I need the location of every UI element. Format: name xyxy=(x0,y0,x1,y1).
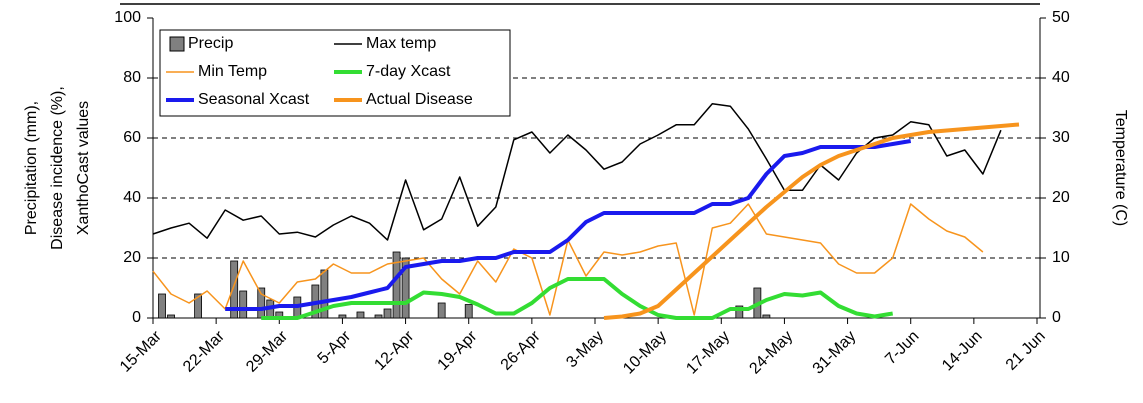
x-tick-label: 12-Apr xyxy=(371,327,417,373)
x-tick-label: 5-Apr xyxy=(315,327,355,367)
y-tick-label: 0 xyxy=(132,309,141,326)
legend-label: Max temp xyxy=(366,35,436,52)
bar xyxy=(392,251,401,319)
x-tick-label: 24-May xyxy=(746,328,796,378)
x-tick-label: 31-May xyxy=(810,328,860,378)
x-tick-label: 26-Apr xyxy=(498,327,544,373)
bar xyxy=(230,260,239,319)
y-tick-label: 100 xyxy=(114,9,141,26)
y2-axis-label: Temperature (C) xyxy=(1112,110,1129,226)
legend-label: 7-day Xcast xyxy=(366,63,451,80)
y2-tick-label: 40 xyxy=(1052,69,1070,86)
y-tick-label: 60 xyxy=(123,129,141,146)
legend-label: Precip xyxy=(188,35,233,52)
y-tick-label: 20 xyxy=(123,249,141,266)
y2-tick-label: 30 xyxy=(1052,129,1070,146)
line xyxy=(152,203,984,316)
y2-tick-label: 20 xyxy=(1052,189,1070,206)
bar xyxy=(167,314,175,319)
bar xyxy=(464,304,473,319)
legend-label: Actual Disease xyxy=(366,91,473,108)
bar xyxy=(374,314,383,319)
legend-label: Seasonal Xcast xyxy=(198,91,310,108)
bar xyxy=(735,305,744,319)
y2-tick-label: 0 xyxy=(1052,309,1061,326)
x-tick-label: 19-Apr xyxy=(435,327,481,373)
y-tick-label: 40 xyxy=(123,189,141,206)
x-tick-label: 10-May xyxy=(620,328,670,378)
y-axis-label: Precipitation (mm), xyxy=(23,101,40,235)
x-tick-label: 21 Jun xyxy=(1003,328,1049,374)
bar xyxy=(158,293,166,319)
bar xyxy=(762,314,771,319)
bar xyxy=(437,302,446,319)
y-axis-label: Disease incidence (%), xyxy=(49,86,66,250)
x-tick-label: 29-Mar xyxy=(243,327,291,375)
x-tick-label: 17-May xyxy=(683,328,733,378)
y2-tick-label: 10 xyxy=(1052,249,1070,266)
bar xyxy=(320,269,329,319)
x-tick-label: 14-Jun xyxy=(939,328,986,375)
line xyxy=(603,122,1020,320)
bar xyxy=(383,308,392,319)
x-tick-label: 15-Mar xyxy=(117,327,165,375)
x-tick-label: 22-Mar xyxy=(180,327,228,375)
bar xyxy=(356,311,365,319)
bar xyxy=(257,287,266,319)
y-tick-label: 80 xyxy=(123,69,141,86)
x-tick-label: 3-May xyxy=(563,328,606,371)
line xyxy=(152,103,1002,241)
bar xyxy=(194,293,203,319)
x-tick-label: 7-Jun xyxy=(882,328,922,368)
legend-label: Min Temp xyxy=(198,63,267,80)
bar xyxy=(239,290,248,319)
y2-tick-label: 50 xyxy=(1052,9,1070,26)
line xyxy=(225,139,912,311)
line xyxy=(261,277,894,320)
y-axis-label: XanthoCast values xyxy=(75,101,92,235)
legend-swatch xyxy=(169,36,185,52)
bar xyxy=(401,257,410,319)
bar xyxy=(338,314,347,319)
